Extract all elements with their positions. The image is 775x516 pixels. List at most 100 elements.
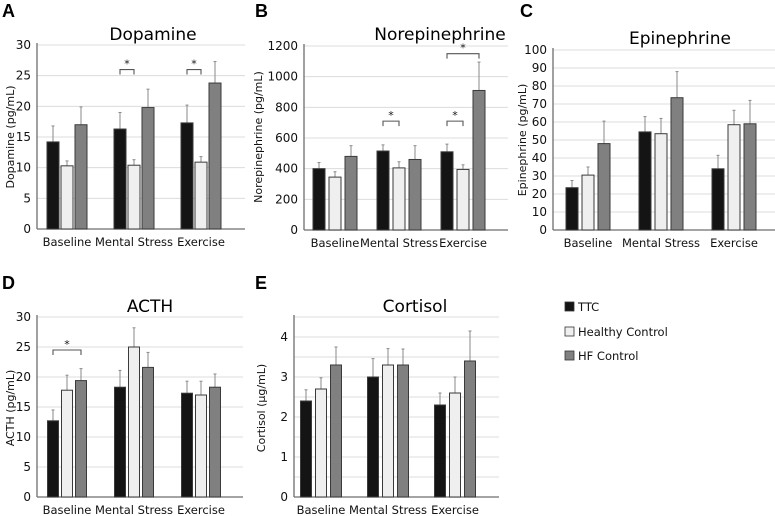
y-axis-label-e: Cortisol (µg/mL) [255,364,268,452]
y-tick-label: 20 [16,370,31,384]
bar-ttc-mental-stress [376,150,390,231]
bar-ttc-baseline [47,420,59,498]
x-tick-label: Exercise [710,236,758,250]
significance-bracket [446,120,464,127]
panel-a: A Dopamine Dopamine (pg/mL) 0 5 10 15 20 25 30… [2,1,245,249]
chart-title-e: Cortisol [383,297,448,317]
bar-healthy-control-mental-stress [382,364,394,498]
legend-label-ttc: TTC [577,300,599,314]
x-tick-label: Baseline [297,503,346,516]
y-axis-label-a: Dopamine (pg/mL) [4,85,17,188]
bar-healthy-control-baseline [60,165,74,230]
bar-ttc-baseline [312,168,326,231]
x-tick-label: Mental Stress [349,503,427,516]
y-tick-label: 60 [532,115,547,129]
bar-hf-control-mental-stress [141,107,155,230]
y-tick-label: 0 [23,490,31,504]
significance-bracket [382,120,400,127]
bar-healthy-control-baseline [315,388,327,498]
panel-d: D ACTH ACTH (pg/mL) 0 5 10 15 20 25 30 Baseline… [2,273,243,516]
y-tick-label: 20 [16,99,31,113]
y-tick-label: 400 [275,162,298,176]
y-tick-label: 1000 [267,70,298,84]
bar-healthy-control-exercise [456,168,470,231]
legend-item-ttc: TTC [564,300,599,314]
bar-hf-control-baseline [330,364,342,498]
y-tick-label: 5 [23,191,31,205]
x-tick-label: Exercise [431,503,479,516]
y-tick-label: 0 [280,490,288,504]
legend-label-healthy-control: Healthy Control [578,325,668,339]
x-tick-label: Mental Stress [95,235,173,249]
significance-marker: * [191,58,197,71]
panel-letter-a: A [2,1,15,21]
bar-healthy-control-exercise [449,392,461,498]
bar-healthy-control-mental-stress [128,346,140,498]
y-tick-label: 10 [16,161,31,175]
bar-hf-control-exercise [209,386,221,498]
bar-ttc-baseline [46,141,60,230]
bar-ttc-baseline [300,400,312,498]
bar-ttc-exercise [434,404,446,498]
bar-hf-control-mental-stress [142,366,154,498]
bar-ttc-mental-stress [113,128,127,230]
y-tick-label: 70 [532,97,547,111]
y-tick-label: 25 [16,340,31,354]
chart-title-b: Norepinephrine [374,25,505,45]
legend-swatch-ttc [564,301,575,312]
y-tick-label: 25 [16,69,31,83]
bar-hf-control-exercise [208,82,222,230]
y-tick-label: 30 [532,169,547,183]
significance-marker: * [388,109,394,122]
bar-hf-control-baseline [597,143,611,231]
x-tick-label: Mental Stress [95,503,173,516]
bar-ttc-exercise [711,168,725,231]
bar-healthy-control-exercise [195,394,207,498]
bar-healthy-control-exercise [194,161,208,230]
y-tick-label: 800 [275,100,298,114]
y-tick-label: 10 [16,430,31,444]
significance-marker: * [452,109,458,122]
bar-hf-control-mental-stress [408,158,422,231]
y-tick-label: 15 [16,400,31,414]
significance-bracket [446,53,480,59]
bar-ttc-baseline [565,187,579,231]
y-tick-label: 30 [16,310,31,324]
significance-bracket [186,68,202,75]
legend-label-hf-control: HF Control [578,349,639,363]
x-tick-label: Mental Stress [622,236,700,250]
bar-healthy-control-exercise [727,124,741,231]
y-tick-label: 100 [524,43,547,57]
bar-hf-control-exercise [472,89,486,231]
x-tick-label: Exercise [177,503,225,516]
y-tick-label: 40 [532,151,547,165]
bar-healthy-control-mental-stress [127,164,141,230]
bar-ttc-mental-stress [367,376,379,498]
y-tick-label: 3 [280,370,288,384]
bar-ttc-exercise [181,392,193,498]
y-tick-label: 600 [275,131,298,145]
bar-ttc-exercise [180,122,194,230]
y-tick-label: 2 [280,410,288,424]
y-tick-label: 30 [16,38,31,52]
plot-area-b: 0 200 400 600 800 1000 1200 Baseline Mental Stre… [267,39,508,250]
bar-ttc-mental-stress [638,131,652,231]
legend: TTC Healthy Control HF Control [564,300,668,363]
significance-bracket [52,349,82,355]
y-tick-label: 50 [532,133,547,147]
bar-hf-control-baseline [75,380,87,498]
y-axis-label-b: Norepinephrine (pg/mL) [252,71,265,203]
bar-hf-control-baseline [344,155,358,231]
bar-hf-control-mental-stress [670,97,684,231]
plot-area-c: 0 10 20 30 40 50 60 70 80 90 100 Baseline Mental Str… [524,43,775,250]
y-tick-label: 1200 [267,39,298,53]
bar-hf-control-exercise [464,360,476,498]
y-tick-label: 20 [532,187,547,201]
chart-title-d: ACTH [127,297,173,317]
legend-item-hf-control: HF Control [564,349,639,363]
legend-swatch-hf-control [564,350,575,361]
significance-marker: * [124,58,130,71]
plot-area-e: 0 1 2 3 4 Baseline Mental Stress Exercise [280,315,499,516]
y-tick-label: 200 [275,192,298,206]
